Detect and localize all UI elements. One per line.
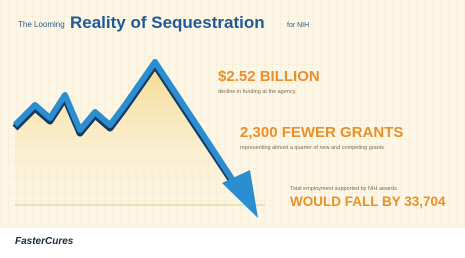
fact-detail: decline in funding at the agency. [218,89,297,95]
title-main: Reality of Sequestration [70,13,265,32]
fact-headline: 2,300 FEWER GRANTS [240,124,403,141]
fact-headline: $2.52 BILLION [218,68,320,85]
infographic: The Looming Reality of Sequestration for… [0,0,465,258]
title-lead: The Looming [18,20,65,29]
fact-headline: WOULD FALL BY 33,704 [290,194,446,209]
logo: FasterCures [15,236,74,247]
fact-detail: representing almost a quarter of new and… [240,145,384,151]
title-tail: for NIH [287,22,309,29]
fact-detail: Total employment supported by NIH awards [290,186,397,192]
